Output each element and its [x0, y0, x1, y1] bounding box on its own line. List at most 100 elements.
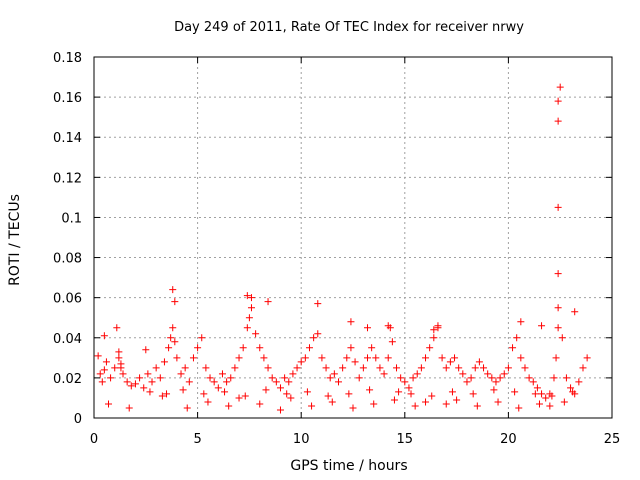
data-point [364, 354, 372, 362]
data-point [225, 402, 233, 410]
data-point [169, 286, 177, 294]
data-point [158, 392, 166, 400]
data-point [262, 386, 270, 394]
data-point [204, 398, 212, 406]
data-point [355, 374, 363, 382]
data-point [252, 330, 260, 338]
data-point [102, 358, 110, 366]
data-point [554, 97, 562, 105]
data-point [140, 384, 148, 392]
data-point [210, 378, 218, 386]
data-point [504, 364, 512, 372]
data-point [451, 354, 459, 362]
data-point [548, 392, 556, 400]
data-point [428, 392, 436, 400]
data-point [529, 378, 537, 386]
data-point [411, 402, 419, 410]
data-point [287, 394, 295, 402]
y-axis-label: ROTI / TECUs [7, 194, 23, 286]
data-point [560, 398, 568, 406]
data-point [107, 374, 115, 382]
y-tick-label: 0.14 [53, 131, 82, 146]
data-point [372, 354, 380, 362]
data-point [525, 374, 533, 382]
data-point [380, 370, 388, 378]
data-point [442, 364, 450, 372]
data-point [276, 384, 284, 392]
data-point [243, 324, 251, 332]
x-axis-label: GPS time / hours [290, 458, 407, 474]
data-point [125, 404, 133, 412]
data-point [169, 324, 177, 332]
x-tick-label: 5 [193, 432, 201, 447]
x-tick-label: 25 [604, 432, 621, 447]
data-point [297, 358, 305, 366]
data-point [189, 354, 197, 362]
data-point [94, 352, 102, 360]
data-point [156, 374, 164, 382]
data-point [409, 374, 417, 382]
data-point [388, 338, 396, 346]
plot-frame [93, 56, 613, 419]
data-point [239, 344, 247, 352]
data-point [459, 370, 467, 378]
data-point [146, 388, 154, 396]
data-point [347, 344, 355, 352]
data-point [324, 392, 332, 400]
data-point [488, 374, 496, 382]
data-point [148, 378, 156, 386]
data-point [397, 374, 405, 382]
data-point [430, 334, 438, 342]
data-point [181, 364, 189, 372]
data-point [171, 338, 179, 346]
data-point [556, 83, 564, 91]
data-point [538, 322, 546, 330]
data-point [183, 404, 191, 412]
data-point [490, 386, 498, 394]
data-point [345, 390, 353, 398]
y-tick-label: 0.1 [61, 211, 82, 226]
data-point [517, 318, 525, 326]
data-point [442, 400, 450, 408]
data-point [467, 374, 475, 382]
data-point [227, 374, 235, 382]
y-tick-label: 0.12 [53, 171, 82, 186]
data-point [401, 378, 409, 386]
data-point [569, 388, 577, 396]
data-point [475, 358, 483, 366]
data-point [521, 364, 529, 372]
data-point [426, 344, 434, 352]
data-point [127, 382, 135, 390]
data-point [422, 354, 430, 362]
data-point [314, 300, 322, 308]
data-point [492, 378, 500, 386]
data-point [513, 334, 521, 342]
data-point [235, 354, 243, 362]
data-point [330, 370, 338, 378]
data-point [142, 346, 150, 354]
data-point [160, 358, 168, 366]
data-point [221, 388, 229, 396]
data-point [480, 364, 488, 372]
data-point [293, 364, 301, 372]
data-point [494, 398, 502, 406]
data-point [407, 390, 415, 398]
data-point [264, 364, 272, 372]
data-point [276, 406, 284, 414]
data-point [171, 298, 179, 306]
data-point [247, 294, 255, 302]
data-point [285, 378, 293, 386]
data-point [571, 308, 579, 316]
data-point [413, 370, 421, 378]
data-point [115, 354, 123, 362]
data-point [247, 304, 255, 312]
data-point [111, 364, 119, 372]
data-point [268, 374, 276, 382]
data-point [351, 358, 359, 366]
y-tick-label: 0.16 [53, 91, 82, 106]
data-point [131, 380, 139, 388]
data-point [322, 364, 330, 372]
x-tick-label: 10 [293, 432, 310, 447]
data-point [144, 370, 152, 378]
data-point [98, 378, 106, 386]
